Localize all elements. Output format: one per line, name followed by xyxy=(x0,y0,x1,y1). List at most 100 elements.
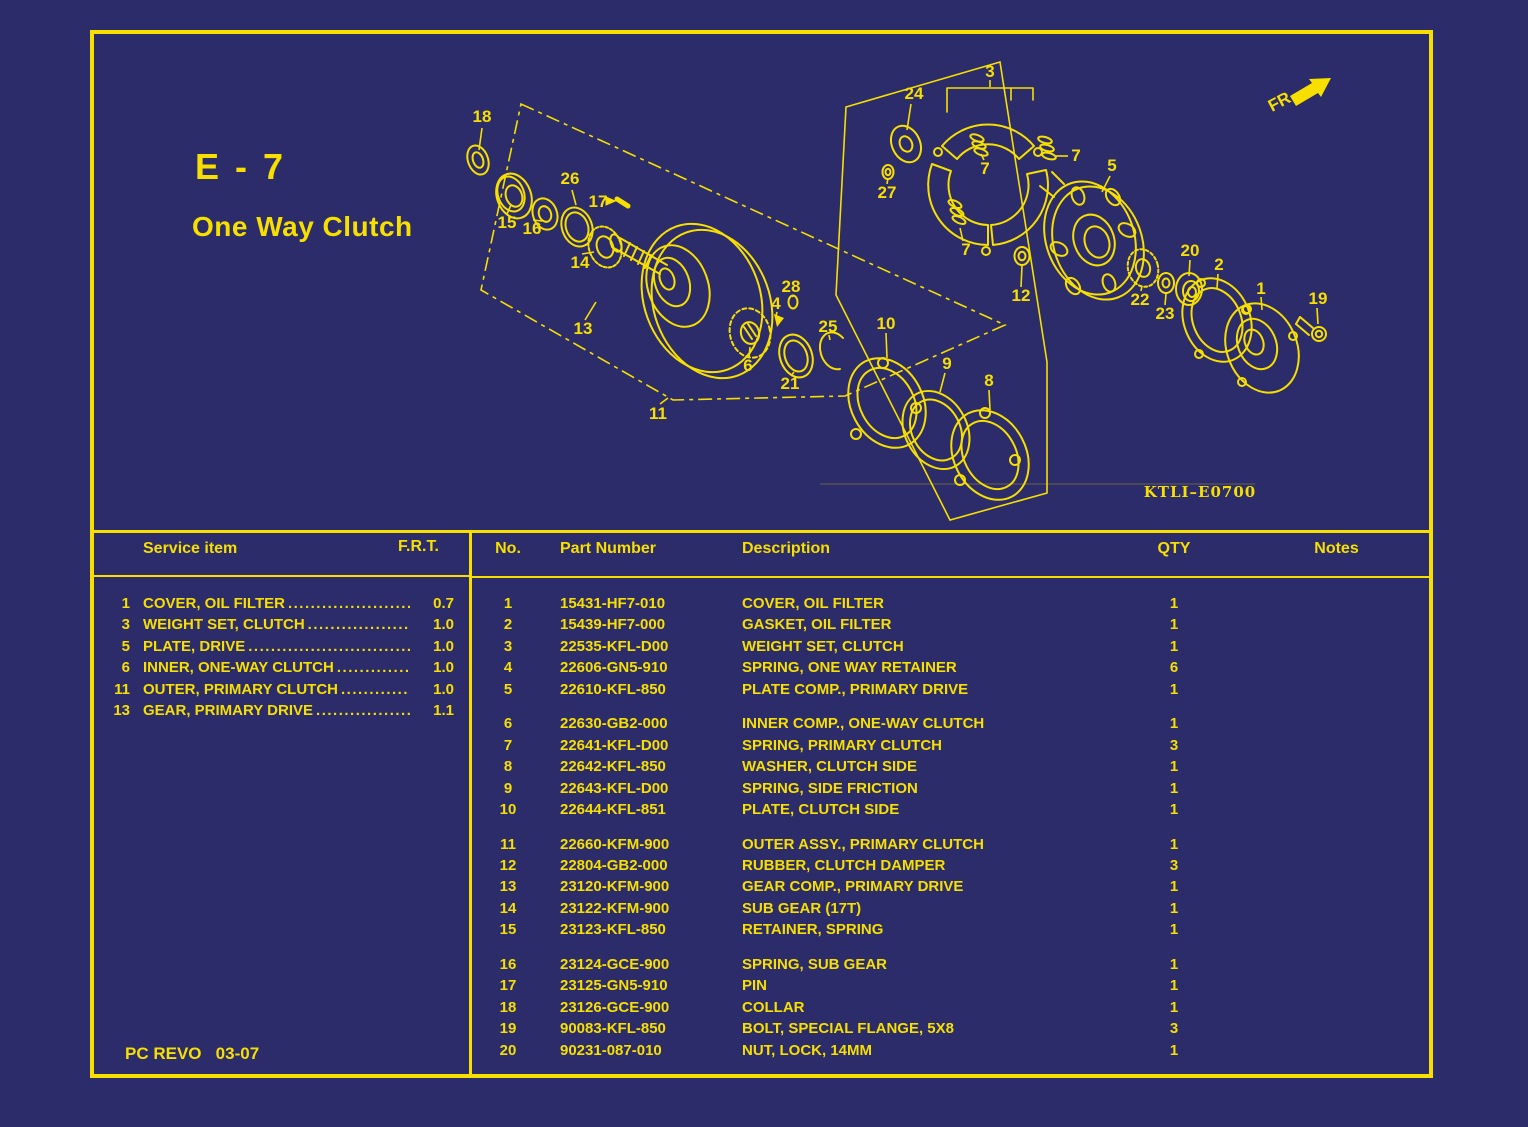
service-table-header-item: Service item xyxy=(143,540,238,557)
parts-row: 6 22630-GB2-000 INNER COMP., ONE-WAY CLUTC… xyxy=(472,713,1429,734)
parts-row: 13 23120-KFM-900 GEAR COMP., PRIMARY DRIVE… xyxy=(472,876,1429,897)
part-notes xyxy=(1244,593,1429,614)
part-notes xyxy=(1244,799,1429,820)
service-frt: 1.0 xyxy=(433,616,454,634)
part-no: 14 xyxy=(499,899,517,917)
part-notes xyxy=(1244,778,1429,799)
service-frt: 0.7 xyxy=(433,595,454,612)
part-no: 2 xyxy=(503,616,513,634)
parts-header-qty: QTY xyxy=(1157,540,1191,557)
service-row: 1 COVER, OIL FILTER 0.7 xyxy=(94,593,468,614)
parts-group: 11 22660-KFM-900 OUTER ASSY., PRIMARY CLUT… xyxy=(472,834,1429,941)
part-description: SPRING, PRIMARY CLUTCH xyxy=(742,736,943,754)
part-no: 18 xyxy=(499,998,517,1016)
part-number: 22641-KFL-D00 xyxy=(560,736,669,754)
service-ref: 11 xyxy=(114,680,130,698)
part-qty: 1 xyxy=(1169,800,1179,818)
parts-row: 10 22644-KFL-851 PLATE, CLUTCH SIDE 1 xyxy=(472,799,1429,820)
parts-group: 16 23124-GCE-900 SPRING, SUB GEAR 1 17 23125-… xyxy=(472,954,1429,1061)
table-top-rule xyxy=(92,530,1430,533)
part-no: 12 xyxy=(499,857,517,875)
part-no: 13 xyxy=(499,878,517,896)
part-description: PLATE, CLUTCH SIDE xyxy=(742,800,900,818)
dot-leader xyxy=(341,679,410,700)
part-no: 16 xyxy=(499,956,517,974)
part-notes xyxy=(1244,997,1429,1018)
part-no: 17 xyxy=(499,977,517,995)
dot-leader xyxy=(316,700,410,721)
part-number: 23123-KFL-850 xyxy=(560,921,666,939)
part-qty: 1 xyxy=(1169,715,1179,733)
parts-row: 8 22642-KFL-850 WASHER, CLUTCH SIDE 1 xyxy=(472,756,1429,777)
parts-group: 1 15431-HF7-010 COVER, OIL FILTER 1 2 15439-H… xyxy=(472,593,1429,700)
parts-row: 1 15431-HF7-010 COVER, OIL FILTER 1 xyxy=(472,593,1429,614)
part-qty: 1 xyxy=(1169,595,1179,612)
service-ref: 5 xyxy=(121,637,130,655)
part-number: 15431-HF7-010 xyxy=(560,595,666,612)
part-description: SPRING, ONE WAY RETAINER xyxy=(742,659,957,677)
parts-header-rule xyxy=(471,576,1430,578)
service-ref: 13 xyxy=(113,701,130,719)
parts-header-notes: Notes xyxy=(1314,540,1359,557)
part-no: 10 xyxy=(499,800,517,818)
part-no: 11 xyxy=(500,835,516,853)
part-notes xyxy=(1244,735,1429,756)
part-no: 15 xyxy=(499,921,517,939)
part-notes xyxy=(1244,636,1429,657)
part-notes xyxy=(1244,855,1429,876)
part-notes xyxy=(1244,898,1429,919)
parts-row: 17 23125-GN5-910 PIN 1 xyxy=(472,975,1429,996)
part-qty: 1 xyxy=(1169,616,1179,634)
part-description: GEAR COMP., PRIMARY DRIVE xyxy=(742,878,964,896)
part-description: SUB GEAR (17T) xyxy=(742,899,862,917)
part-no: 6 xyxy=(503,715,513,733)
service-name: GEAR, PRIMARY DRIVE xyxy=(143,701,314,719)
service-table-rows: 1 COVER, OIL FILTER 0.7 3 WEIGHT SET, CLUTCH… xyxy=(94,593,468,721)
part-qty: 1 xyxy=(1169,956,1179,974)
section-code: E - 7 xyxy=(195,146,287,187)
parts-row: 3 22535-KFL-D00 WEIGHT SET, CLUTCH 1 xyxy=(472,636,1429,657)
part-notes xyxy=(1244,756,1429,777)
parts-row: 4 22606-GN5-910 SPRING, ONE WAY RETAINER 6 xyxy=(472,657,1429,678)
part-number: 23125-GN5-910 xyxy=(560,977,668,995)
part-qty: 1 xyxy=(1169,921,1179,939)
part-description: COVER, OIL FILTER xyxy=(742,595,884,612)
part-no: 7 xyxy=(503,736,513,754)
part-qty: 1 xyxy=(1169,1041,1179,1059)
part-no: 19 xyxy=(499,1020,517,1038)
part-notes xyxy=(1244,834,1429,855)
part-qty: 1 xyxy=(1169,637,1179,655)
part-description: WEIGHT SET, CLUTCH xyxy=(742,637,904,655)
part-no: 1 xyxy=(503,595,513,612)
parts-header-pn: Part Number xyxy=(560,540,657,557)
diagram-code: KTLI–E0700 xyxy=(1143,483,1257,501)
part-number: 22643-KFL-D00 xyxy=(560,779,669,797)
service-frt: 1.1 xyxy=(433,701,454,719)
parts-row: 20 90231-087-010 NUT, LOCK, 14MM 1 xyxy=(472,1040,1429,1061)
part-no: 3 xyxy=(503,637,513,655)
part-qty: 1 xyxy=(1169,835,1179,853)
part-number: 23120-KFM-900 xyxy=(560,878,670,896)
service-name: PLATE, DRIVE xyxy=(143,637,246,655)
part-description: OUTER ASSY., PRIMARY CLUTCH xyxy=(742,835,984,853)
parts-row: 18 23126-GCE-900 COLLAR 1 xyxy=(472,997,1429,1018)
part-number: 15439-HF7-000 xyxy=(560,616,666,634)
part-number: 90083-KFL-850 xyxy=(560,1020,666,1038)
page-frame xyxy=(90,30,1433,1078)
part-no: 20 xyxy=(499,1041,517,1059)
part-notes xyxy=(1244,657,1429,678)
service-ref: 6 xyxy=(121,659,130,677)
part-notes xyxy=(1244,1018,1429,1039)
part-qty: 1 xyxy=(1169,758,1179,776)
service-row: 6 INNER, ONE-WAY CLUTCH 1.0 xyxy=(94,657,468,678)
parts-group: 6 22630-GB2-000 INNER COMP., ONE-WAY CLUTC… xyxy=(472,713,1429,820)
parts-row: 2 15439-HF7-000 GASKET, OIL FILTER 1 xyxy=(472,614,1429,635)
part-number: 90231-087-010 xyxy=(560,1041,662,1059)
service-ref: 1 xyxy=(121,595,130,612)
service-name: INNER, ONE-WAY CLUTCH xyxy=(143,659,334,677)
part-notes xyxy=(1244,1040,1429,1061)
parts-row: 19 90083-KFL-850 BOLT, SPECIAL FLANGE, 5X8… xyxy=(472,1018,1429,1039)
part-qty: 1 xyxy=(1169,779,1179,797)
footer-code: PC REVO 03-07 xyxy=(125,1044,260,1063)
